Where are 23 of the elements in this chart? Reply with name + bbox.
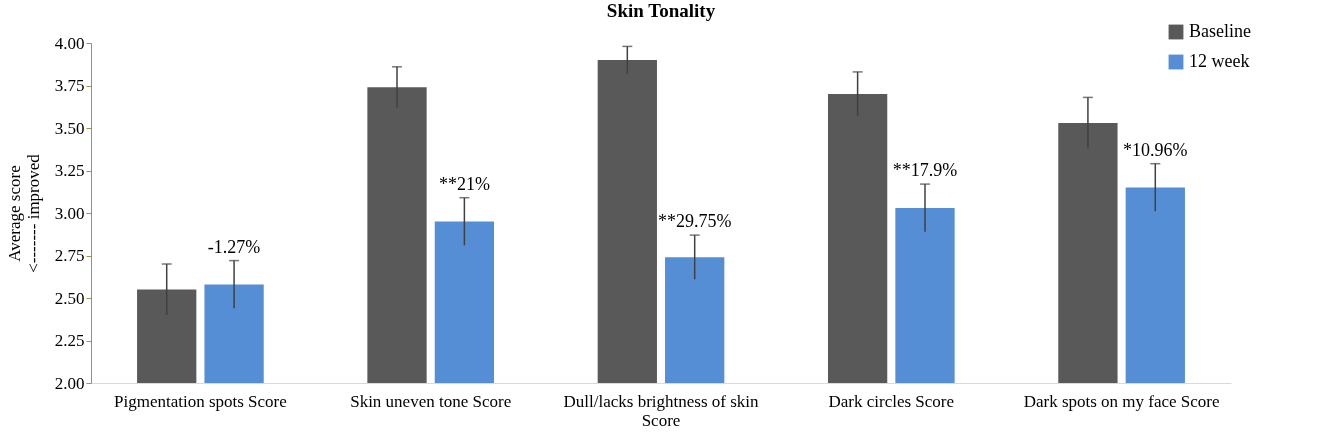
y-tick-label: 2.25 [54,331,85,350]
x-tick-label: Dark spots on my face Score [1023,391,1220,411]
y-tick-label: 3.25 [54,161,85,180]
y-axis-title: Average score <------- improved [4,153,43,273]
legend-label: 12 week [1189,51,1250,71]
y-tick-label: 2.75 [54,246,85,265]
y-tick-label: 3.00 [54,203,85,223]
legend-label: Baseline [1189,21,1251,41]
x-tick-label: Dark circles Score [828,391,955,411]
y-tick-label: 3.75 [54,76,85,95]
annotation: **17.9% [892,160,958,181]
y-tick-label: 4.00 [54,33,85,53]
chart-title: Skin Tonality [606,0,716,21]
annotation: *10.96% [1123,139,1188,160]
y-tick-label: 3.50 [54,118,85,138]
x-tick-label: Dull/lacks brightness of skin Score [563,391,759,430]
annotation: -1.27% [207,236,261,257]
y-tick-label: 2.00 [54,373,85,393]
x-tick-label: Pigmentation spots Score [113,391,287,411]
y-tick-label: 2.50 [54,288,85,308]
annotation: **29.75% [657,211,732,232]
annotation: **21% [438,173,490,194]
x-tick-label: Skin uneven tone Score [350,391,512,411]
